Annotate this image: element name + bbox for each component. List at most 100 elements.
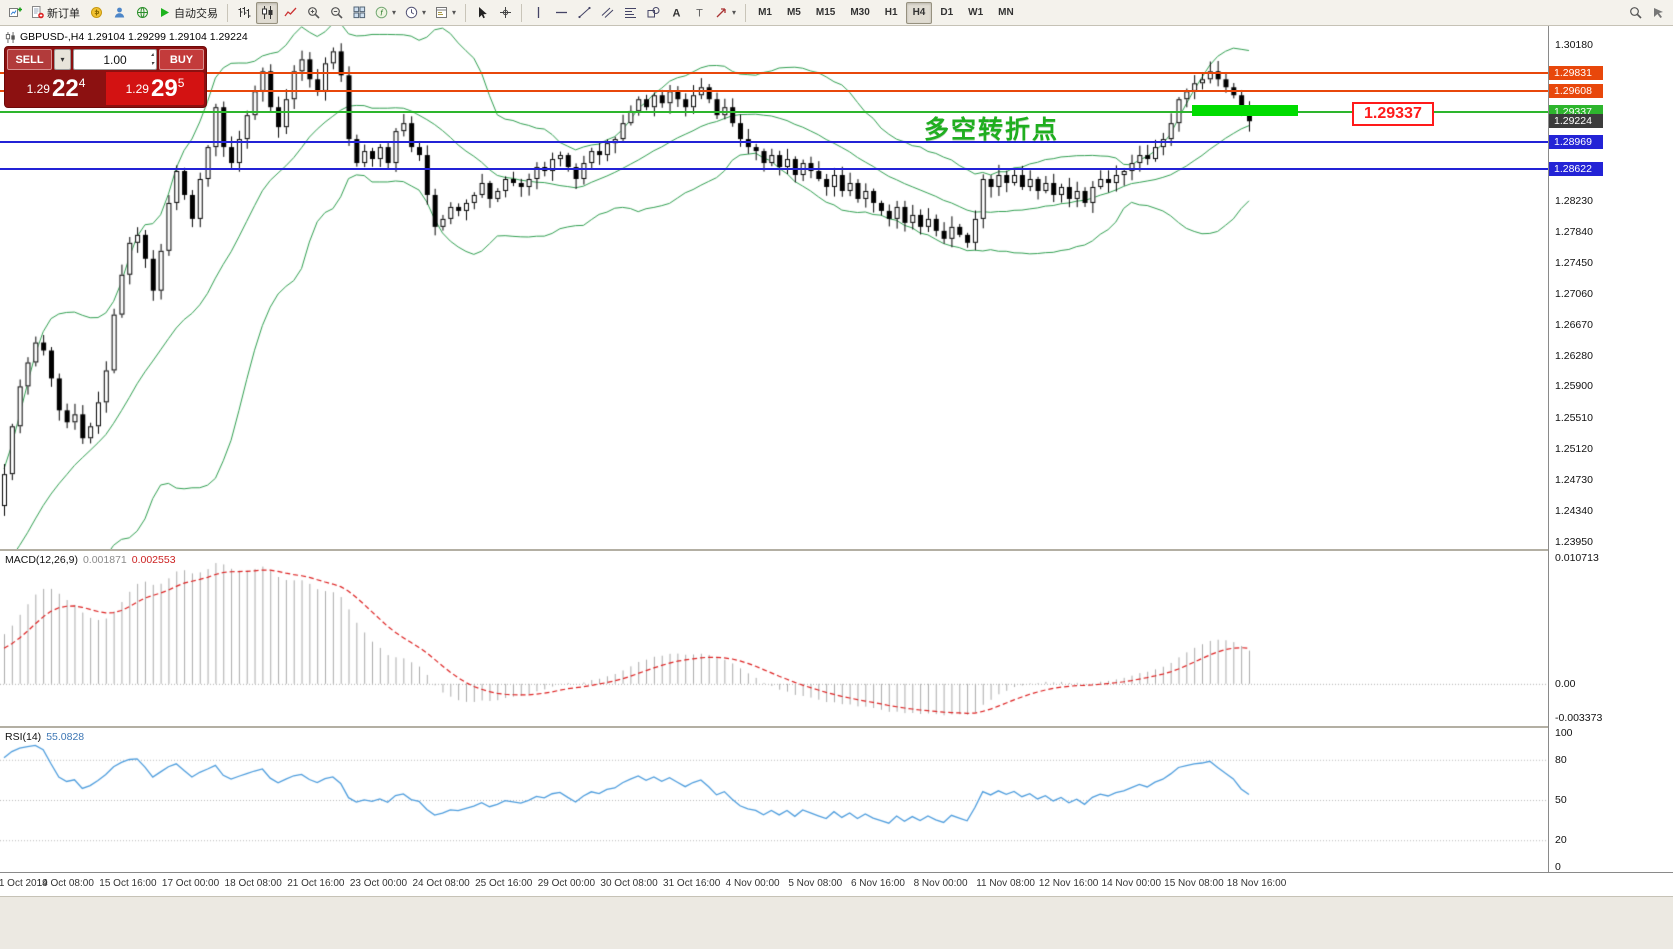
horizontal-level-line[interactable] [0,168,1548,171]
horizontal-level-line[interactable] [0,89,1548,92]
arrows-tool[interactable]: ▾ [711,2,740,24]
zoom-in[interactable] [302,2,324,24]
chart-icon [5,31,16,43]
sell-price[interactable]: 1.29 22 4 [7,72,105,105]
market-watch[interactable] [85,2,107,24]
vline-icon [532,6,545,19]
buy-price[interactable]: 1.29 29 5 [106,72,204,105]
cursor-tool[interactable] [471,2,493,24]
volume-spinner: ▴ ▾ [151,51,154,69]
horizontal-level-line[interactable] [0,71,1548,74]
trendline-tool[interactable] [573,2,595,24]
play-icon [158,6,171,19]
chevron-down-icon: ▾ [392,8,397,17]
equidistant-channel-tool[interactable] [596,2,618,24]
toolbar-button-label: M5 [786,7,801,18]
buy-price-prefix: 1.29 [125,81,149,96]
time-axis-label: 30 Oct 08:00 [600,878,658,889]
toolbar-button-label: H4 [912,7,926,18]
macd-axis-zero: 0.00 [1555,677,1576,690]
macd-name: MACD(12,26,9) [5,554,78,566]
toolbar-button-label: M15 [815,7,836,18]
timeframe-mn[interactable]: MN [991,2,1021,24]
terminal[interactable] [131,2,153,24]
time-axis-label: 18 Nov 16:00 [1226,878,1287,889]
time-axis-label: 4 Nov 00:00 [725,878,780,889]
volume-value: 1.00 [103,52,127,67]
time-axis-label: 25 Oct 16:00 [475,878,533,889]
timeframe-m30[interactable]: M30 [843,2,876,24]
text-label-tool[interactable]: T [688,2,710,24]
svg-text:f: f [380,8,383,17]
fibonacci-tool[interactable] [619,2,641,24]
rsi-name: RSI(14) [5,731,42,743]
vertical-line-tool[interactable] [527,2,549,24]
timeframe-m15[interactable]: M15 [809,2,842,24]
line-chart-mode[interactable] [279,2,301,24]
periods[interactable]: ▾ [401,2,430,24]
pane-separator[interactable] [0,549,1673,551]
svg-text:T: T [696,8,703,20]
timeframe-h4[interactable]: H4 [905,1,933,24]
price-chart-canvas[interactable] [0,26,1548,549]
time-axis-label: 17 Oct 00:00 [161,878,220,889]
shapes-tool[interactable] [642,2,664,24]
horizontal-level-line[interactable] [0,111,1548,114]
horizontal-level-line[interactable] [0,140,1548,143]
price-axis-tick: 1.23950 [1555,535,1593,548]
toolbar-button-label: W1 [968,7,984,18]
search-icon [1629,6,1642,19]
current-price-tag: 1.29224 [1549,114,1603,129]
macd-value: 0.001871 [82,554,127,566]
tile-windows[interactable] [348,2,370,24]
highlight-rectangle[interactable] [1192,105,1298,116]
new-chart[interactable] [4,2,26,24]
toolbar-button-label: H1 [884,7,898,18]
time-axis-label: 18 Oct 08:00 [224,878,282,889]
templates[interactable]: ▾ [431,2,460,24]
volume-up-button[interactable]: ▴ [150,52,154,58]
volume-down-button[interactable]: ▾ [150,61,154,67]
buy-price-pip: 5 [177,76,185,90]
autotrading[interactable]: 自动交易 [154,2,222,24]
candlestick-mode[interactable] [256,1,278,24]
text-tool[interactable]: A [665,2,687,24]
bar-chart-mode[interactable] [233,2,255,24]
zoom-out[interactable] [325,2,347,24]
navigator[interactable] [108,2,130,24]
timeframe-m5[interactable]: M5 [780,2,808,24]
timeframe-d1[interactable]: D1 [933,2,960,24]
line-chart-icon [283,6,297,19]
price-axis[interactable]: 1.30180 1.28230 1.27840 1.27450 1.27060 1.266… [1548,26,1673,873]
sell-price-big: 22 [51,74,79,102]
symbol-ohlc-text: GBPUSD-,H4 1.29104 1.29299 1.29104 1.292… [20,31,248,43]
horizontal-line-tool[interactable] [550,2,572,24]
level-price-tag: 1.29608 [1549,83,1603,98]
timeframe-h1[interactable]: H1 [878,2,905,24]
quick-select[interactable] [1647,2,1669,24]
text-icon: A [670,6,683,20]
buy-button[interactable]: BUY [159,49,204,70]
time-axis-label: 5 Nov 08:00 [788,878,843,889]
price-axis-tick: 1.27060 [1555,287,1593,300]
macd-canvas[interactable] [0,551,1548,726]
rsi-canvas[interactable] [0,728,1548,872]
trade-options-dropdown[interactable]: ▾ [54,49,71,70]
volume-field[interactable]: 1.00 ▴ ▾ [73,49,157,70]
timeframe-m1[interactable]: M1 [751,2,779,24]
price-callout-label[interactable]: 1.29337 [1352,102,1434,126]
new-order[interactable]: 新订单 [27,2,84,24]
chart-plus-icon [8,6,22,19]
rsi-axis-label: 80 [1555,753,1567,766]
crosshair-tool[interactable] [494,2,516,24]
indicators[interactable]: f ▾ [371,2,400,24]
turning-point-annotation[interactable]: 多空转折点 [924,116,1060,144]
sell-price-prefix: 1.29 [26,81,50,96]
search[interactable] [1624,2,1646,24]
rsi-axis-label: 50 [1555,794,1567,806]
timeframe-w1[interactable]: W1 [961,2,990,24]
sell-button[interactable]: SELL [7,49,52,70]
macd-pane: MACD(12,26,9) 0.001871 0.002553 [0,551,1548,726]
pane-separator[interactable] [0,726,1673,728]
